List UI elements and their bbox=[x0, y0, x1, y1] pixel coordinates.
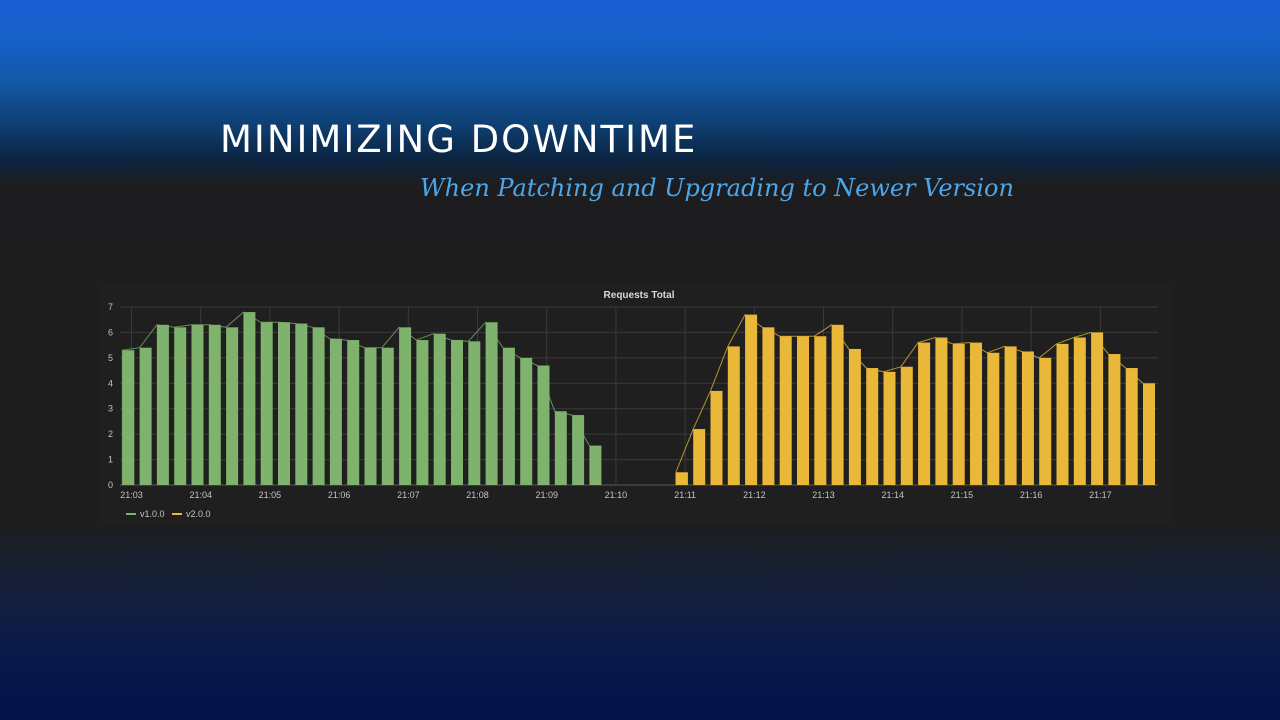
y-axis: 0 1 2 3 4 5 6 7 bbox=[108, 302, 113, 490]
bar-v2.0.0 bbox=[1125, 368, 1138, 485]
x-tick-label: 21:03 bbox=[120, 490, 143, 500]
grid-lines bbox=[120, 306, 1158, 486]
bar-v2.0.0 bbox=[1004, 346, 1017, 485]
bar-v2.0.0 bbox=[970, 342, 983, 485]
bar-v2.0.0 bbox=[779, 336, 792, 485]
bar-v1.0.0 bbox=[468, 341, 481, 485]
bar-v1.0.0 bbox=[572, 415, 585, 485]
bar-v1.0.0 bbox=[347, 340, 360, 485]
bar-v1.0.0 bbox=[312, 327, 325, 485]
x-axis: 21:03 21:04 21:05 21:06 21:07 21:08 21:09 21:10… bbox=[120, 490, 1111, 500]
chart-title: Requests Total bbox=[604, 290, 675, 301]
bar-v1.0.0 bbox=[416, 340, 429, 485]
bar-v1.0.0 bbox=[329, 338, 342, 485]
bar-v2.0.0 bbox=[1073, 337, 1086, 485]
x-tick-label: 21:06 bbox=[328, 490, 351, 500]
bar-v2.0.0 bbox=[952, 343, 965, 485]
bar-v1.0.0 bbox=[260, 322, 273, 485]
bar-v2.0.0 bbox=[1021, 351, 1034, 485]
bar-v1.0.0 bbox=[537, 365, 550, 485]
y-tick-label: 5 bbox=[108, 353, 113, 363]
bar-v1.0.0 bbox=[295, 323, 308, 485]
bar-v1.0.0 bbox=[399, 327, 412, 485]
bar-v1.0.0 bbox=[278, 322, 291, 485]
bar-v1.0.0 bbox=[174, 327, 187, 485]
bar-v2.0.0 bbox=[727, 346, 740, 485]
series-line-v1.0.0 bbox=[121, 311, 590, 485]
bar-v1.0.0 bbox=[520, 357, 533, 485]
bars bbox=[122, 312, 1156, 485]
bar-v2.0.0 bbox=[935, 337, 948, 485]
x-tick-label: 21:08 bbox=[466, 490, 489, 500]
bar-v2.0.0 bbox=[762, 327, 775, 485]
bar-v2.0.0 bbox=[745, 314, 758, 485]
y-tick-label: 1 bbox=[108, 455, 113, 465]
x-tick-label: 21:11 bbox=[674, 490, 696, 500]
bar-v1.0.0 bbox=[208, 324, 221, 485]
x-tick-label: 21:07 bbox=[397, 490, 420, 500]
bar-v2.0.0 bbox=[710, 390, 723, 485]
bar-v1.0.0 bbox=[122, 350, 135, 485]
bar-v1.0.0 bbox=[554, 411, 567, 485]
y-tick-label: 7 bbox=[108, 302, 113, 312]
bar-v2.0.0 bbox=[1143, 383, 1156, 485]
x-tick-label: 21:14 bbox=[881, 490, 904, 500]
bar-v2.0.0 bbox=[693, 429, 706, 485]
y-tick-label: 6 bbox=[108, 327, 113, 337]
bar-v2.0.0 bbox=[987, 352, 1000, 485]
bar-v2.0.0 bbox=[831, 324, 844, 485]
bar-v2.0.0 bbox=[1108, 354, 1121, 485]
bar-v1.0.0 bbox=[156, 324, 169, 485]
bar-v2.0.0 bbox=[797, 336, 810, 485]
bar-v1.0.0 bbox=[139, 347, 152, 485]
bar-v1.0.0 bbox=[589, 445, 602, 485]
legend-label: v1.0.0 bbox=[140, 509, 165, 519]
bar-v2.0.0 bbox=[1056, 343, 1069, 485]
bar-v2.0.0 bbox=[1039, 357, 1052, 485]
x-tick-label: 21:16 bbox=[1020, 490, 1043, 500]
slide-subtitle: When Patching and Upgrading to Newer Ver… bbox=[420, 174, 1014, 202]
bar-v2.0.0 bbox=[883, 371, 896, 485]
y-tick-label: 0 bbox=[108, 480, 113, 490]
bar-v2.0.0 bbox=[918, 342, 931, 485]
bar-v1.0.0 bbox=[485, 322, 498, 485]
bar-v2.0.0 bbox=[900, 366, 913, 485]
bar-v1.0.0 bbox=[502, 347, 515, 485]
x-tick-label: 21:13 bbox=[812, 490, 835, 500]
bar-v2.0.0 bbox=[675, 472, 688, 485]
bar-v2.0.0 bbox=[866, 368, 879, 485]
bar-v1.0.0 bbox=[191, 324, 204, 485]
legend: v1.0.0 v2.0.0 bbox=[126, 509, 211, 519]
x-tick-label: 21:04 bbox=[189, 490, 212, 500]
y-tick-label: 4 bbox=[108, 378, 113, 388]
x-tick-label: 21:10 bbox=[605, 490, 628, 500]
x-tick-label: 21:05 bbox=[259, 490, 282, 500]
bar-v2.0.0 bbox=[814, 336, 827, 485]
x-tick-label: 21:15 bbox=[951, 490, 974, 500]
bar-v1.0.0 bbox=[364, 347, 377, 485]
bar-v1.0.0 bbox=[451, 340, 464, 485]
y-tick-label: 2 bbox=[108, 429, 113, 439]
y-tick-label: 3 bbox=[108, 404, 113, 414]
bar-v1.0.0 bbox=[433, 333, 446, 485]
bar-v1.0.0 bbox=[381, 347, 394, 485]
bar-v1.0.0 bbox=[226, 327, 239, 485]
legend-label: v2.0.0 bbox=[186, 509, 211, 519]
slide-title: MINIMIZING DOWNTIME bbox=[220, 118, 698, 161]
series-lines bbox=[121, 311, 1144, 485]
series-line-v2.0.0 bbox=[675, 313, 1144, 485]
bar-v1.0.0 bbox=[243, 312, 256, 485]
x-tick-label: 21:09 bbox=[535, 490, 558, 500]
bar-v2.0.0 bbox=[848, 348, 861, 485]
bar-v2.0.0 bbox=[1091, 332, 1104, 485]
x-tick-label: 21:12 bbox=[743, 490, 766, 500]
x-tick-label: 21:17 bbox=[1089, 490, 1112, 500]
